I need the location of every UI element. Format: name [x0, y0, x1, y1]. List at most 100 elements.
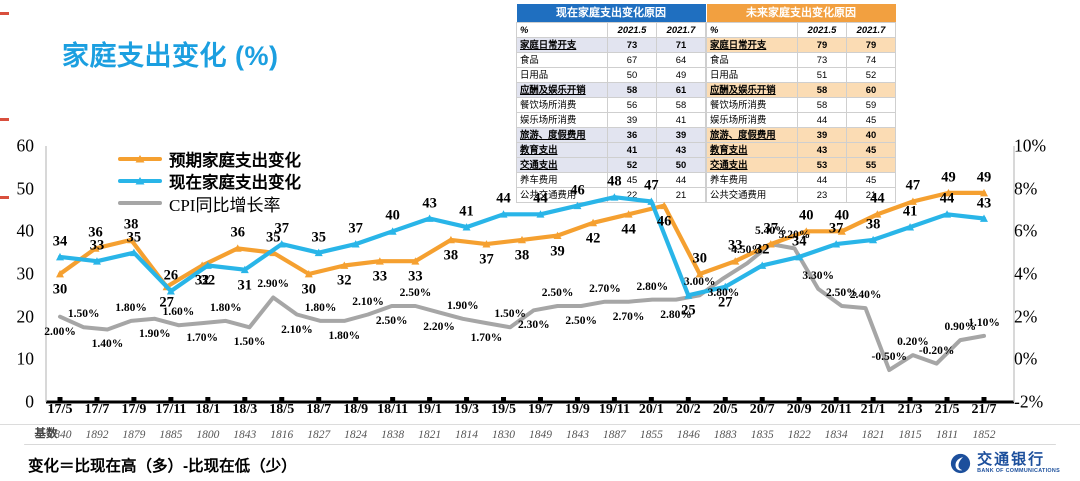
data-point-marker: [684, 291, 693, 299]
data-point-marker: [91, 244, 100, 252]
table-row: 应酬及娱乐开销 58 61: [516, 82, 706, 98]
base-size-value: 1838: [381, 429, 405, 441]
legend-item-1: 预期家庭支出变化: [118, 148, 301, 170]
row-value-2021-5: 43: [797, 142, 847, 158]
column-header: 2021.5: [607, 22, 657, 38]
column-header: 2021.7: [656, 22, 706, 38]
base-size-value: 1840: [48, 429, 72, 441]
x-tick-label: 21/3: [897, 402, 923, 417]
row-value-2021-7: 43: [656, 142, 706, 158]
data-label-cpi: 2.30%: [518, 319, 550, 332]
data-label-current: 34: [52, 233, 68, 250]
data-label-current: 32: [754, 241, 770, 258]
x-tick-label: 18/11: [377, 402, 409, 417]
table-header: 现在家庭支出变化原因: [516, 4, 706, 23]
x-tick-label: 19/7: [528, 402, 553, 417]
row-value-2021-7: 61: [656, 82, 706, 98]
data-point-marker: [375, 257, 384, 265]
data-point-marker: [589, 218, 598, 227]
data-label-cpi: 1.80%: [210, 301, 242, 314]
data-label-cpi: 2.80%: [660, 308, 692, 321]
legend-swatch: [118, 152, 162, 166]
row-value-2021-7: 74: [846, 52, 896, 68]
base-size-value: 1800: [196, 429, 220, 441]
bocom-logo-icon: [951, 453, 971, 473]
base-size-value: 1855: [639, 429, 663, 441]
legend-label: 现在家庭支出变化: [169, 174, 301, 192]
data-point-marker: [425, 214, 434, 222]
legend-item-3: CPI同比增长率: [118, 192, 301, 215]
y-tick-left: 40: [16, 220, 35, 241]
data-label-expected: 44: [621, 221, 636, 238]
data-label-expected: 36: [88, 224, 103, 241]
data-label-cpi: 1.50%: [494, 308, 526, 321]
row-value-2021-5: 36: [607, 127, 657, 143]
base-size-value: 1816: [270, 429, 294, 441]
row-value-2021-5: 53: [797, 157, 847, 173]
base-size-value: 1885: [159, 429, 183, 441]
y-tick-left: 60: [16, 135, 35, 156]
data-label-expected: 39: [550, 243, 565, 260]
data-point-marker: [660, 201, 669, 210]
data-label-expected: 30: [692, 250, 707, 267]
y-axis-left: 0 10 20 30 40 50 60: [0, 136, 44, 412]
y-tick-right: 8%: [1014, 178, 1038, 199]
row-label: 食品: [706, 52, 798, 68]
x-tick-label: 19/5: [491, 402, 516, 417]
y-tick-right: 6%: [1014, 220, 1038, 241]
data-point-marker: [56, 252, 64, 261]
row-label: 教育支出: [706, 142, 798, 158]
data-label-expected: 27: [159, 294, 174, 311]
data-label-cpi: 2.20%: [423, 321, 455, 334]
x-tick-label: 20/9: [786, 402, 812, 417]
row-value-2021-7: 39: [656, 127, 706, 143]
legend-label: CPI同比增长率: [169, 195, 281, 215]
table-row: 教育支出 41 43: [516, 142, 706, 158]
data-label-cpi: 1.80%: [328, 329, 361, 342]
data-label-cpi: 5.40%: [754, 225, 787, 238]
data-label-cpi: 1.70%: [470, 332, 503, 345]
legend-label: 预期家庭支出变化: [169, 152, 301, 170]
data-label-expected: 46: [656, 213, 672, 230]
data-label-current: 35: [311, 229, 326, 246]
row-label: 餐饮场所消费: [706, 97, 798, 113]
data-label-cpi: 2.50%: [375, 315, 408, 327]
x-tick-label: 19/11: [598, 402, 630, 417]
data-point-marker: [233, 244, 242, 252]
data-label-expected: 33: [408, 268, 423, 285]
data-point-marker: [536, 210, 545, 218]
data-label-cpi: -0.20%: [918, 344, 955, 357]
legend-swatch: [118, 174, 162, 188]
y-tick-left: 50: [16, 178, 35, 199]
data-point-marker: [388, 227, 397, 235]
row-value-2021-5: 52: [607, 157, 657, 173]
data-point-marker: [944, 188, 953, 197]
data-label-cpi: 1.50%: [67, 308, 100, 321]
decor-tick-1: [0, 12, 9, 15]
data-point-marker: [943, 210, 952, 218]
x-tick-label: 20/1: [638, 402, 664, 417]
data-point-marker: [610, 193, 619, 201]
base-size-value: 1846: [676, 429, 700, 441]
data-label-current: 48: [607, 173, 622, 190]
data-point-marker: [980, 188, 988, 197]
data-label-current: 33: [89, 237, 105, 254]
y-tick-right: 4%: [1014, 263, 1038, 284]
data-label-current: 44: [939, 190, 955, 207]
data-label-current: 35: [126, 229, 142, 246]
base-size-value: 1835: [750, 429, 774, 441]
table-row: 食品 73 74: [706, 52, 896, 68]
table-row: 娱乐场所消费 39 41: [516, 112, 706, 128]
data-point-marker: [553, 231, 562, 239]
row-value-2021-7: 59: [846, 97, 896, 113]
data-label-current: 37: [274, 220, 290, 237]
data-point-marker: [304, 270, 313, 278]
data-point-marker: [624, 210, 633, 218]
base-size-value: 1834: [824, 429, 848, 441]
data-point-marker: [908, 197, 917, 205]
data-label-expected: 37: [479, 251, 494, 268]
data-label-current: 44: [533, 190, 548, 207]
data-point-marker: [906, 223, 915, 231]
x-tick-label: 19/9: [564, 402, 590, 417]
data-point-marker: [351, 240, 360, 248]
